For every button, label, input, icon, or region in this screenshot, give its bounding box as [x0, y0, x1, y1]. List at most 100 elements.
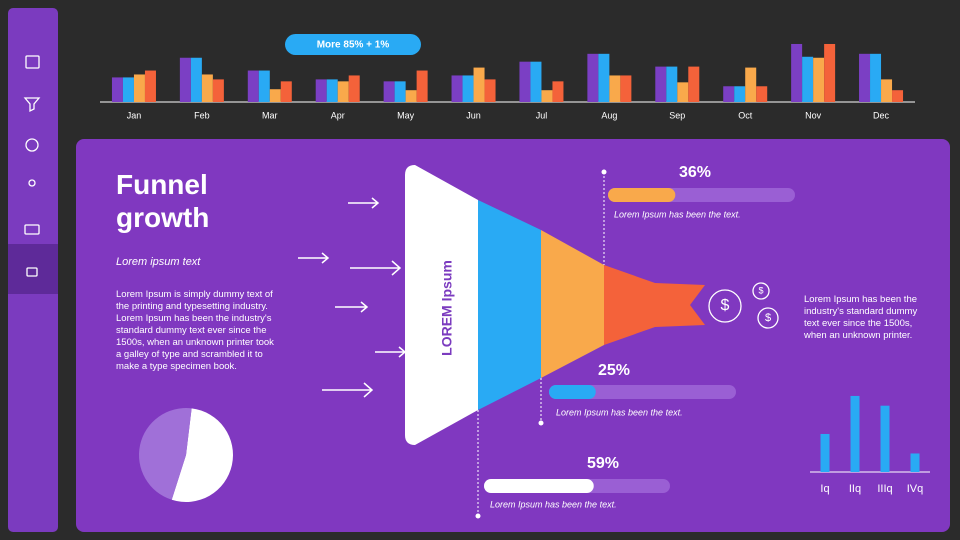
x-tick-label: Oct — [738, 110, 753, 120]
bar — [552, 81, 564, 102]
bar — [473, 67, 485, 102]
bar — [734, 86, 746, 102]
bar — [609, 75, 621, 102]
bar — [688, 66, 700, 102]
x-tick-label: Jul — [536, 110, 548, 120]
x-tick-label: IIIq — [877, 483, 892, 495]
icon-calendar[interactable] — [25, 55, 40, 69]
currency: $ — [721, 297, 730, 314]
icon-lock[interactable] — [26, 267, 38, 277]
funnel-stage-4 — [604, 265, 705, 345]
bar — [190, 57, 202, 102]
bar — [666, 66, 678, 102]
bar — [756, 86, 768, 102]
bar — [587, 53, 599, 102]
bar — [598, 53, 610, 102]
x-tick-label: Aug — [601, 110, 617, 120]
value-label: 59% — [587, 455, 619, 472]
bar — [541, 90, 553, 102]
bar — [383, 81, 395, 102]
bar — [880, 405, 890, 472]
progress-bar — [484, 479, 594, 493]
progress-bar — [549, 385, 596, 399]
bar — [416, 70, 428, 102]
note: Lorem Ipsum has been the industry's stan… — [804, 294, 918, 341]
icon-briefcase[interactable] — [24, 224, 40, 235]
x-tick-label: Mar — [262, 110, 278, 120]
bar — [677, 82, 689, 102]
x-tick-label: Nov — [805, 110, 822, 120]
bar — [859, 53, 871, 102]
bar — [530, 61, 542, 102]
x-tick-label: Jan — [127, 110, 142, 120]
x-tick-label: May — [397, 110, 415, 120]
bar — [723, 86, 735, 102]
badge: More 85% + 1% — [317, 40, 390, 51]
guides — [477, 172, 605, 516]
body-text: Lorem Ipsum is simply dummy text of the … — [116, 289, 274, 372]
bar — [655, 66, 667, 102]
bar — [484, 79, 496, 102]
bar — [337, 81, 349, 102]
bar — [910, 453, 920, 472]
bar — [813, 57, 825, 102]
x-tick-label: IVq — [907, 483, 924, 495]
bar — [820, 433, 830, 472]
caption: Lorem Ipsum has been the text. — [556, 407, 683, 417]
bar — [850, 395, 860, 472]
bar — [269, 89, 281, 102]
bar — [315, 79, 327, 102]
x-tick-label: Iq — [820, 483, 829, 495]
value-label: 36% — [679, 164, 711, 181]
bar — [133, 74, 145, 102]
pie-slice — [171, 408, 233, 502]
coins — [708, 282, 779, 329]
funnel-stage-1 — [405, 165, 478, 445]
x-tick-label: Sep — [669, 110, 685, 120]
arrows — [298, 197, 407, 398]
bar — [111, 77, 123, 102]
funnel-label: LOREM Ipsum — [439, 260, 455, 356]
currency: $ — [758, 285, 763, 295]
x-tick-label: Feb — [194, 110, 210, 120]
bar — [201, 74, 213, 102]
subtitle: Lorem ipsum text — [116, 256, 201, 268]
bar — [212, 79, 224, 102]
sidebar-active — [8, 244, 58, 294]
funnel-stage-2 — [478, 200, 541, 410]
progress-bar — [608, 188, 676, 202]
bar — [519, 61, 531, 102]
currency: $ — [765, 312, 771, 324]
icon-users[interactable] — [28, 179, 36, 187]
bar — [870, 53, 882, 102]
x-tick-label: Dec — [873, 110, 890, 120]
bar — [405, 90, 417, 102]
funnel-stage-3 — [541, 230, 604, 378]
bar — [745, 67, 757, 102]
x-tick-label: Apr — [331, 110, 345, 120]
bar — [122, 77, 134, 102]
icon-funnel[interactable] — [23, 97, 41, 113]
bar — [247, 70, 259, 102]
bar — [144, 70, 156, 102]
bar — [451, 75, 463, 102]
bar — [258, 70, 270, 102]
value-label: 25% — [598, 362, 630, 379]
bar — [802, 56, 814, 102]
x-tick-label: IIq — [849, 483, 861, 495]
title: Funnel growth — [116, 169, 210, 233]
bar — [881, 79, 893, 102]
sidebar-icons — [23, 55, 41, 277]
icon-settings[interactable] — [25, 138, 39, 152]
badge-bg — [285, 34, 421, 55]
bar — [179, 57, 191, 102]
caption: Lorem Ipsum has been the text. — [490, 499, 617, 509]
bar — [824, 43, 836, 102]
bar — [280, 81, 292, 102]
progress-track — [549, 385, 736, 399]
x-tick-label: Jun — [466, 110, 481, 120]
bar — [348, 75, 360, 102]
bar — [620, 75, 632, 102]
